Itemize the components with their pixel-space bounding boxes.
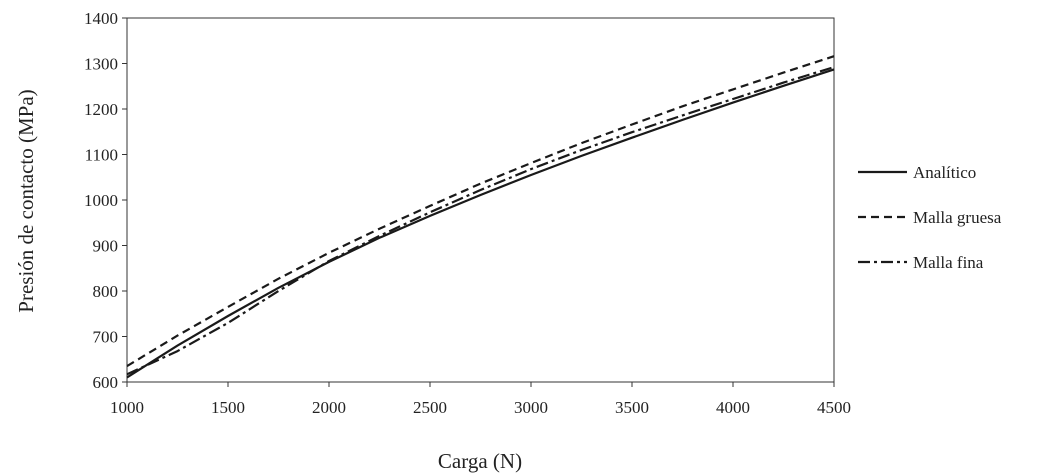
x-axis-ticks: 1000 1500 2000 2500 3000 3500 4000 4500 <box>110 382 851 417</box>
plot-area <box>126 17 835 383</box>
x-tick-label: 4500 <box>817 398 851 417</box>
x-axis-title: Carga (N) <box>438 449 522 473</box>
y-tick-label: 600 <box>93 373 119 392</box>
series-layer <box>126 55 835 379</box>
x-tick-label: 3500 <box>615 398 649 417</box>
y-axis-title: Presión de contacto (MPa) <box>14 89 38 312</box>
series-line-2 <box>126 55 835 368</box>
plot-frame <box>126 17 835 383</box>
legend-label-2: Malla gruesa <box>913 208 1002 227</box>
series-line-3 <box>126 66 835 376</box>
y-tick-label: 900 <box>93 237 119 256</box>
x-tick-label: 2000 <box>312 398 346 417</box>
legend: Analítico Malla gruesa Malla fina <box>858 163 1002 272</box>
x-tick-label: 1500 <box>211 398 245 417</box>
x-tick-label: 1000 <box>110 398 144 417</box>
y-tick-label: 1400 <box>84 9 118 28</box>
series-line-1 <box>126 68 835 379</box>
y-axis-ticks: 600 700 800 900 1000 1100 1200 1300 1400 <box>84 9 127 392</box>
legend-label-3: Malla fina <box>913 253 984 272</box>
y-tick-label: 1000 <box>84 191 118 210</box>
x-tick-label: 3000 <box>514 398 548 417</box>
y-tick-label: 700 <box>93 328 119 347</box>
x-tick-label: 2500 <box>413 398 447 417</box>
y-tick-label: 800 <box>93 282 119 301</box>
legend-label-1: Analítico <box>913 163 976 182</box>
y-tick-label: 1200 <box>84 100 118 119</box>
x-tick-label: 4000 <box>716 398 750 417</box>
y-tick-label: 1100 <box>85 146 118 165</box>
y-tick-label: 1300 <box>84 55 118 74</box>
